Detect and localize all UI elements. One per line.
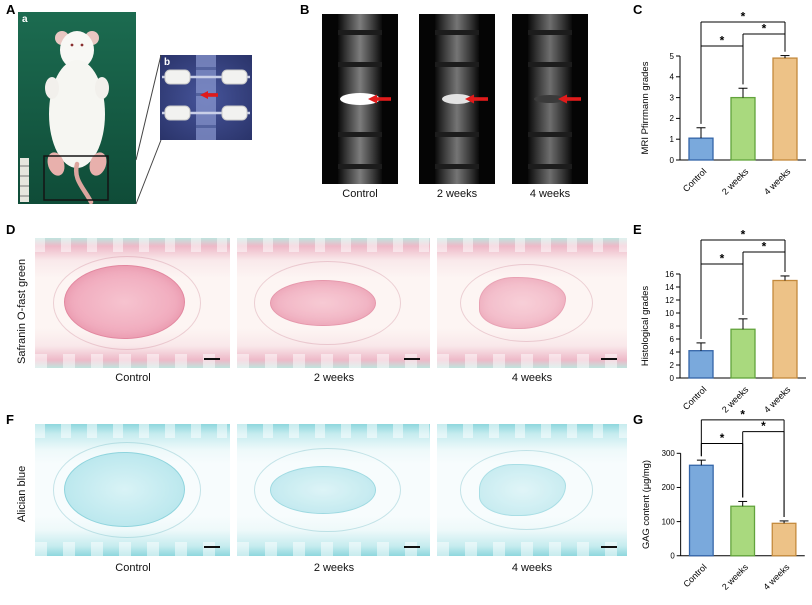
svg-text:4 weeks: 4 weeks — [761, 562, 791, 592]
panel-label-g: G — [633, 412, 644, 427]
annulus-lamellae — [52, 442, 201, 538]
mri-caption-control: Control — [342, 188, 378, 200]
scale-bar — [404, 358, 420, 360]
alcian-caption-2-weeks: 2 weeks — [313, 562, 355, 574]
row-label-alcian: Alician blue — [16, 465, 28, 522]
svg-text:*: * — [720, 431, 725, 445]
mri-caption-2-weeks: 2 weeks — [436, 188, 478, 200]
scale-bar — [601, 546, 617, 548]
alcian-caption-control: Control — [115, 562, 151, 574]
svg-text:8: 8 — [670, 322, 675, 331]
svg-text:300: 300 — [662, 449, 676, 458]
annulus-lamellae — [254, 261, 402, 345]
svg-text:14: 14 — [665, 283, 674, 292]
svg-text:200: 200 — [662, 483, 676, 492]
svg-text:*: * — [740, 408, 745, 421]
svg-text:6: 6 — [670, 335, 675, 344]
svg-text:Control: Control — [681, 562, 708, 589]
inset-connector-lines — [135, 54, 162, 205]
svg-text:5: 5 — [670, 52, 675, 61]
svg-text:100: 100 — [662, 517, 676, 526]
scale-bar — [204, 358, 220, 360]
histology-alcian-control — [35, 424, 230, 556]
safranin-caption-control: Control — [115, 372, 151, 384]
svg-text:*: * — [720, 252, 725, 266]
svg-text:Histological grades: Histological grades — [640, 286, 651, 367]
svg-text:4: 4 — [670, 348, 675, 357]
alcian-caption-4-weeks: 4 weeks — [511, 562, 553, 574]
panel-label-f: F — [6, 412, 14, 427]
histology-alcian-4-weeks — [437, 424, 627, 556]
safranin-caption-2-weeks: 2 weeks — [313, 372, 355, 384]
svg-text:*: * — [741, 228, 746, 242]
inset-sublabel-b: b — [164, 57, 171, 68]
svg-text:4 weeks: 4 weeks — [762, 166, 793, 197]
scale-bar — [601, 358, 617, 360]
svg-text:3: 3 — [670, 93, 675, 102]
annulus-lamellae — [459, 264, 593, 342]
chart-mri-pfirrmann-grades: 0 1 2 3 4 5 MRI Pfirrmann grades Control 2 weeks… — [640, 10, 806, 197]
svg-text:12: 12 — [665, 296, 674, 305]
scale-bar — [204, 546, 220, 548]
svg-text:10: 10 — [665, 309, 674, 318]
rat-illustration — [18, 12, 136, 204]
svg-text:*: * — [762, 22, 767, 36]
svg-text:Control: Control — [681, 166, 709, 194]
svg-text:2: 2 — [670, 114, 675, 123]
svg-text:MRI Pfirrmann grades: MRI Pfirrmann grades — [640, 61, 651, 154]
svg-text:*: * — [762, 240, 767, 254]
svg-text:0: 0 — [670, 374, 675, 383]
mri-image-control — [322, 14, 398, 184]
svg-text:*: * — [720, 34, 725, 48]
panel-label-c: C — [633, 2, 643, 17]
svg-text:0: 0 — [670, 552, 675, 561]
svg-text:2: 2 — [670, 361, 675, 370]
panel-label-b: B — [300, 2, 310, 17]
red-arrow-icon — [465, 94, 488, 104]
panel-label-a: A — [6, 2, 16, 17]
svg-text:0: 0 — [670, 156, 675, 165]
annulus-lamellae — [52, 256, 201, 350]
xray-inset: b — [160, 55, 252, 140]
annulus-lamellae — [254, 447, 402, 533]
chart-gag-content: 0 100 200 300 GAG content (μg/mg) Control 2 we… — [641, 408, 805, 592]
annulus-lamellae — [459, 450, 593, 530]
svg-text:*: * — [741, 10, 746, 24]
svg-text:4: 4 — [670, 73, 675, 82]
mri-image-4-weeks — [512, 14, 588, 184]
xray-fixator-illustration — [160, 55, 252, 140]
panel-label-d: D — [6, 222, 16, 237]
histology-safranin-2-weeks — [237, 238, 430, 368]
panel-label-e: E — [633, 222, 642, 237]
histology-safranin-control — [35, 238, 230, 368]
row-label-safranin: Safranin O-fast green — [16, 258, 28, 364]
scale-bar — [404, 546, 420, 548]
region-of-interest-box — [43, 155, 109, 201]
red-arrow-icon — [368, 94, 391, 104]
svg-text:GAG content (μg/mg): GAG content (μg/mg) — [641, 460, 651, 549]
safranin-caption-4-weeks: 4 weeks — [511, 372, 553, 384]
histology-alcian-2-weeks — [237, 424, 430, 556]
photo-sublabel-a: a — [22, 14, 28, 25]
rat-photo: a — [18, 12, 136, 204]
red-arrow-icon — [200, 91, 218, 99]
svg-text:2 weeks: 2 weeks — [720, 166, 751, 197]
histology-safranin-4-weeks — [437, 238, 627, 368]
svg-text:*: * — [761, 419, 766, 433]
mri-caption-4-weeks: 4 weeks — [529, 188, 571, 200]
mri-image-2-weeks — [419, 14, 495, 184]
svg-text:16: 16 — [665, 270, 674, 279]
red-arrow-icon — [558, 94, 581, 104]
svg-text:2 weeks: 2 weeks — [720, 562, 750, 592]
svg-text:1: 1 — [670, 135, 675, 144]
